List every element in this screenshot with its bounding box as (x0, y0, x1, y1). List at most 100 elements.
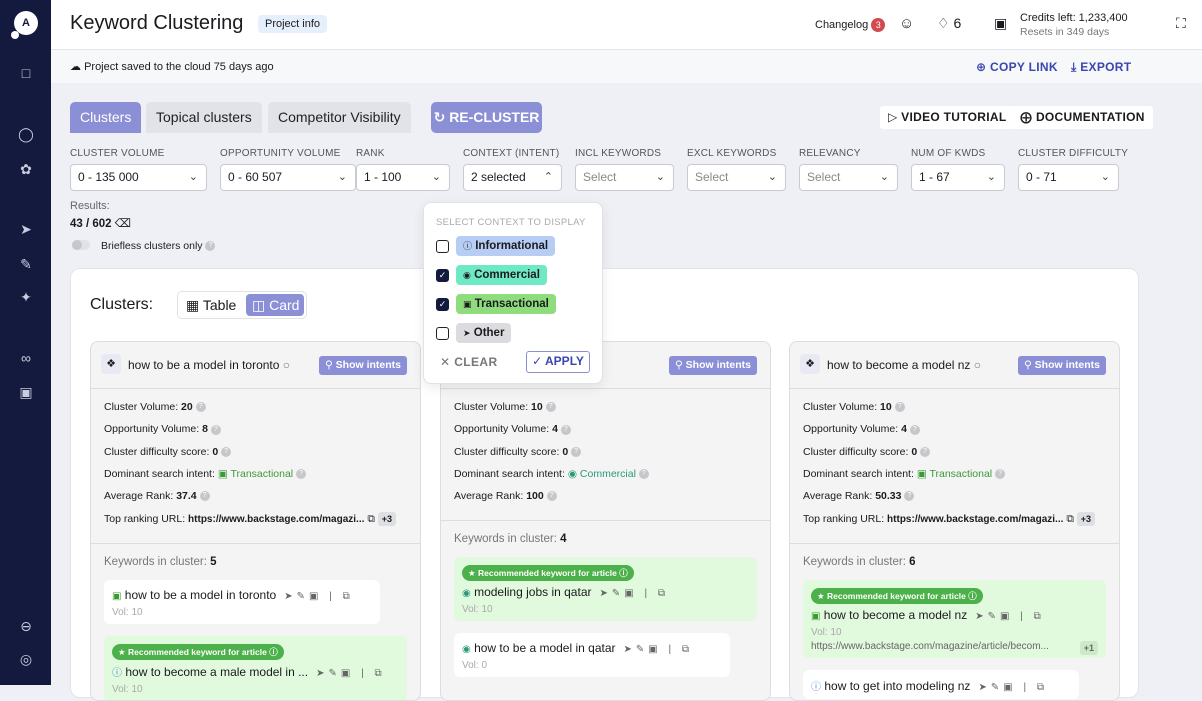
keywords-count: Keywords in cluster: 4 (454, 533, 567, 545)
apply-button[interactable]: ✓ APPLY (526, 351, 590, 373)
cluster-title[interactable]: how to be a model in toronto ○ (128, 358, 290, 372)
recluster-button[interactable]: ↻ RE-CLUSTER (431, 102, 542, 133)
filter-select[interactable]: Select ⌄ (687, 164, 786, 191)
copy-icon[interactable]: ⧉ (367, 513, 375, 526)
copy-icon[interactable]: ⧉ (1066, 513, 1074, 526)
top-url[interactable]: https://www.backstage.com/magazi... (887, 514, 1064, 526)
recommended-badge: ★ Recommended keyword for article ⓘ (112, 644, 284, 660)
user-icon[interactable]: ☺ (899, 15, 915, 32)
link-icon[interactable]: ∞ (21, 350, 31, 366)
cluster-icon[interactable]: ✿ (20, 161, 32, 177)
copy-icon: ⧉ (657, 588, 670, 599)
filter-select[interactable]: 0 - 135 000 ⌄ (70, 164, 207, 191)
app-logo[interactable]: A (14, 11, 38, 35)
support-icon[interactable]: ◎ (19, 651, 33, 667)
keyword-actions[interactable]: ➤✎▣ | ⧉ (316, 668, 386, 679)
intent-value: Commercial (579, 467, 636, 480)
show-intents-label: Show intents (685, 359, 751, 371)
show-intents-button[interactable]: ⚲ Show intents (1018, 356, 1106, 375)
edit-icon[interactable]: ✎ (20, 256, 32, 272)
documentation-button[interactable]: ⨁ DOCUMENTATION (1012, 106, 1153, 129)
keyword-text[interactable]: how to get into modeling nz (824, 679, 971, 693)
stat-average-rank: Average Rank: 37.4 ? (104, 490, 407, 512)
project-info-button[interactable]: Project info (258, 15, 328, 33)
filter-select[interactable]: Select ⌄ (799, 164, 898, 191)
tab-clusters[interactable]: Clusters (70, 102, 142, 133)
chevron-down-icon: ⌄ (1100, 171, 1110, 183)
keyword-actions[interactable]: ➤✎▣ | ⧉ (284, 591, 354, 602)
briefless-toggle[interactable] (72, 240, 90, 250)
tab-competitor-visibility[interactable]: Competitor Visibility (268, 102, 411, 133)
checkbox[interactable]: ✓ (436, 269, 449, 282)
stat-opportunity-volume: Opportunity Volume: 4 ? (454, 423, 757, 445)
filter-select[interactable]: 1 - 67 ⌄ (911, 164, 1005, 191)
tab-topical-clusters[interactable]: Topical clusters (146, 102, 262, 133)
filter-label: NUM OF KWDS (911, 148, 986, 159)
stat-cluster-volume: Cluster Volume: 20 ? (104, 401, 407, 423)
checkbox[interactable] (436, 327, 449, 340)
view-table-button[interactable]: ▦ Table (186, 296, 236, 314)
cursor-icon[interactable]: ➤ (20, 221, 32, 237)
show-intents-button[interactable]: ⚲ Show intents (669, 356, 757, 375)
view-card-button[interactable]: ◫ Card (246, 294, 304, 316)
keyword-actions[interactable]: ➤✎▣ | ⧉ (978, 682, 1048, 693)
filter-label: RANK (356, 148, 385, 159)
cluster-title-text: how to become a model nz (827, 358, 971, 372)
stat-opportunity-volume: Opportunity Volume: 4 ? (803, 423, 1106, 445)
show-intents-button[interactable]: ⚲ Show intents (319, 356, 407, 375)
view-card-label: Card (269, 297, 300, 313)
keyword-actions[interactable]: ➤✎▣ | ⧉ (599, 588, 670, 599)
top-url[interactable]: https://www.backstage.com/magazi... (188, 514, 365, 526)
keyword-text[interactable]: how to be a model in toronto (124, 588, 277, 602)
collapse-icon[interactable]: ⊖ (20, 618, 32, 634)
filter-select[interactable]: 0 - 71 ⌄ (1018, 164, 1119, 191)
more-urls-badge[interactable]: +3 (377, 512, 396, 527)
keyword-volume: Vol: 10 (811, 627, 842, 638)
checkbox[interactable] (436, 240, 449, 253)
help-icon: ? (545, 402, 556, 413)
search-icon[interactable]: ○ (973, 358, 982, 372)
filter-select[interactable]: 0 - 60 507 ⌄ (220, 164, 356, 191)
filter-select[interactable]: 1 - 100 ⌄ (356, 164, 450, 191)
video-tutorial-button[interactable]: ▷ VIDEO TUTORIAL (880, 106, 1015, 129)
more-urls-badge[interactable]: +3 (1076, 512, 1095, 527)
keyword-text[interactable]: how to become a male model in ... (125, 665, 309, 679)
keyword-url[interactable]: https://www.backstage.com/magazine/artic… (811, 641, 1098, 655)
clear-button[interactable]: ✕ CLEAR (440, 355, 498, 369)
search-icon[interactable]: ○ (282, 358, 291, 372)
compass-icon[interactable]: ◯ (18, 126, 34, 142)
notifications-button[interactable]: ♢ 6 (937, 15, 961, 32)
document-icon[interactable]: □ (21, 65, 31, 81)
keyword-text[interactable]: how to become a model nz (823, 608, 968, 622)
filter-select[interactable]: Select ⌄ (575, 164, 674, 191)
help-icon: ? (296, 469, 307, 480)
chevron-down-icon: ⌄ (655, 171, 665, 183)
monitor-search-icon: ▣ (340, 668, 355, 679)
keyword-actions[interactable]: ➤✎▣ | ⧉ (975, 611, 1045, 622)
eraser-icon[interactable]: ⌫ (114, 218, 132, 230)
copy-icon: ⧉ (342, 591, 354, 602)
top-header: Keyword Clustering Project info Changelo… (51, 0, 1202, 50)
changelog-label: Changelog (815, 19, 869, 31)
keyword-text[interactable]: how to be a model in qatar (474, 641, 616, 655)
clear-label: CLEAR (454, 355, 498, 369)
monitor-search-icon[interactable]: ▣ (19, 384, 33, 400)
help-icon: ? (638, 469, 649, 480)
magic-wand-icon[interactable]: ✦ (20, 289, 32, 305)
stat-average-rank: Average Rank: 50.33 ? (803, 490, 1106, 512)
keyword-text[interactable]: modeling jobs in qatar (474, 585, 592, 599)
cluster-title[interactable]: how to become a model nz ○ (827, 358, 981, 372)
copy-link-button[interactable]: ⊕ COPY LINK (976, 60, 1058, 74)
checkbox[interactable]: ✓ (436, 298, 449, 311)
keyword-actions[interactable]: ➤✎▣ | ⧉ (623, 644, 694, 655)
stat-cluster-volume: Cluster Volume: 10 ? (803, 401, 1106, 423)
stat-top-url: Top ranking URL: https://www.backstage.c… (104, 512, 407, 534)
filter-select[interactable]: 2 selected ⌃ (463, 164, 562, 191)
export-button[interactable]: ⤓ EXPORT (1071, 60, 1131, 75)
filter-label: CLUSTER DIFFICULTY (1018, 148, 1129, 159)
card-header: ❖ how to be a model in toronto ○ ⚲ Show i… (91, 342, 420, 389)
fullscreen-icon[interactable]: ⛶ (1176, 15, 1186, 31)
changelog-button[interactable]: Changelog 3 (815, 18, 886, 32)
more-urls-badge[interactable]: +1 (1079, 641, 1098, 655)
monitor-search-icon: ▣ (624, 588, 638, 599)
